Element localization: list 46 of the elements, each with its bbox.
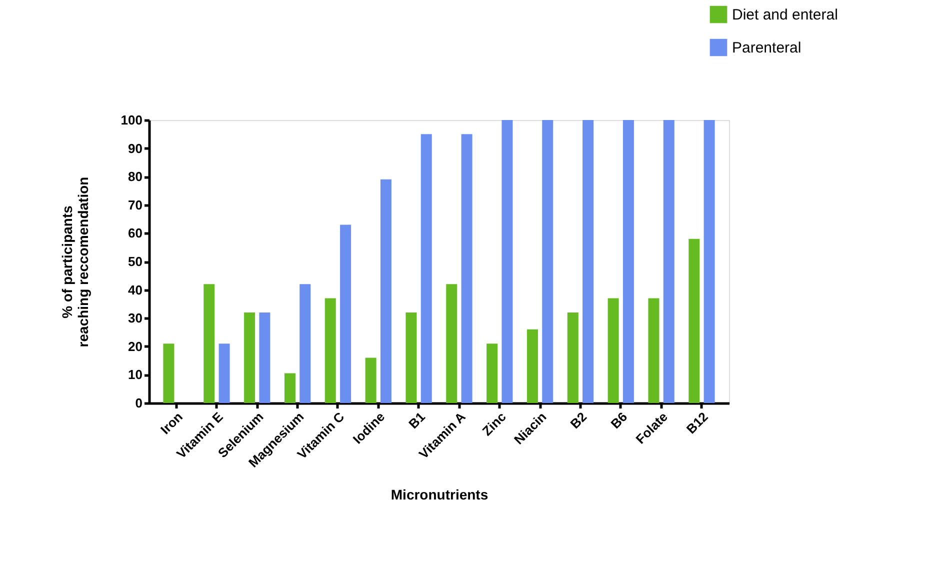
bar	[608, 298, 619, 403]
bar	[622, 120, 634, 403]
bar	[259, 312, 270, 403]
x-tick-label: B6	[608, 409, 630, 432]
bar	[204, 284, 215, 403]
bar	[324, 298, 336, 403]
x-tick-label: B2	[567, 409, 590, 432]
x-axis-title: Micronutrients	[390, 486, 488, 502]
bar	[244, 312, 256, 403]
bar	[526, 329, 538, 403]
bar	[486, 344, 498, 403]
legend-label: Parenteral	[732, 40, 802, 56]
legend-label: Diet and enteral	[732, 6, 838, 24]
y-tick-label: 20	[128, 338, 142, 354]
bar	[300, 284, 311, 403]
bar	[446, 284, 458, 403]
y-tick-label: 80	[128, 169, 142, 184]
bar	[648, 298, 660, 403]
bar	[163, 344, 174, 403]
bar	[502, 120, 513, 403]
bar	[663, 120, 674, 403]
y-tick-label: 70	[128, 197, 142, 212]
y-tick-label: 30	[128, 310, 142, 326]
bar	[406, 312, 417, 403]
bar	[582, 120, 594, 403]
y-tick-label: 60	[128, 226, 142, 241]
bar	[365, 358, 376, 403]
bar	[542, 120, 554, 403]
bar	[380, 179, 392, 403]
y-axis-title: % of participants reaching reccomendation	[58, 176, 91, 348]
bar	[461, 134, 472, 403]
bar	[284, 373, 296, 403]
y-tick-label: 10	[128, 367, 142, 382]
bar	[420, 134, 432, 403]
bar	[567, 312, 578, 403]
x-tick-label: B12	[683, 409, 711, 437]
bar	[704, 120, 715, 403]
bar	[340, 224, 352, 403]
y-tick-label: 50	[128, 254, 142, 269]
y-tick-label: 0	[135, 396, 142, 410]
y-tick-label: 40	[128, 282, 142, 298]
bar	[688, 238, 700, 403]
bar	[218, 344, 230, 403]
y-tick-label: 100	[120, 112, 142, 128]
x-tick-label: Zinc	[479, 409, 509, 439]
y-tick-label: 90	[128, 140, 142, 156]
